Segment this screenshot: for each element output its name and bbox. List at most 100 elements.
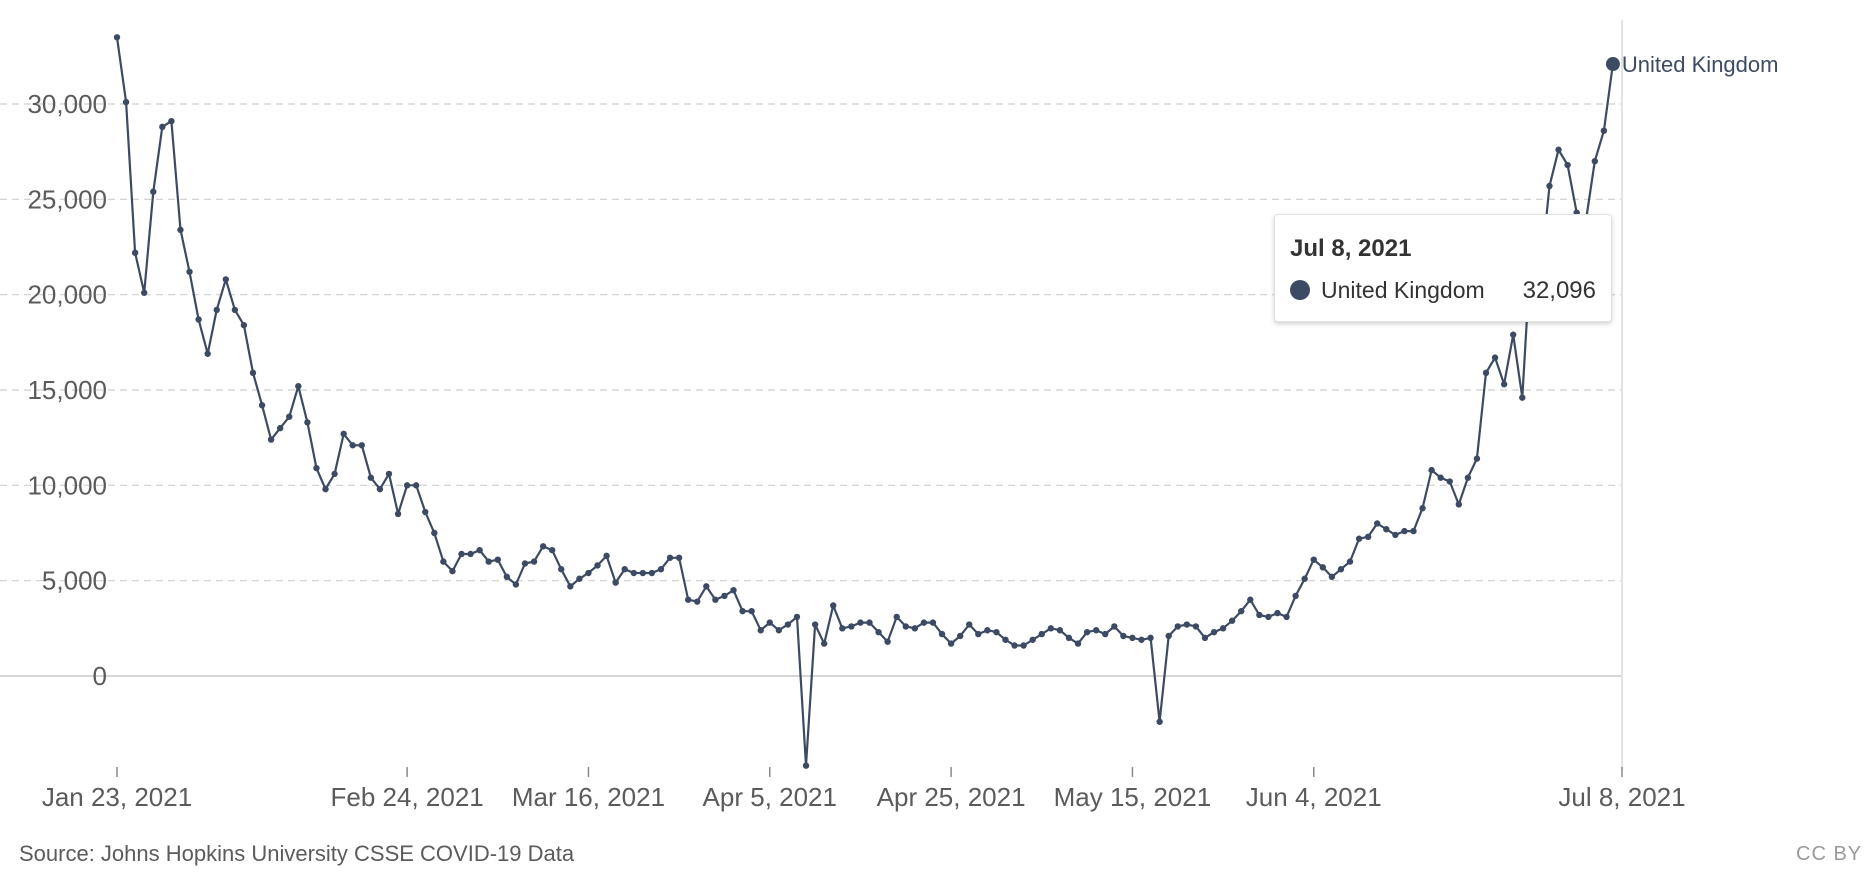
data-point[interactable]: [1355, 535, 1363, 542]
license-link[interactable]: CC BY: [1796, 843, 1863, 865]
data-point[interactable]: [857, 619, 864, 626]
data-point[interactable]: [503, 573, 511, 581]
data-point[interactable]: [739, 607, 746, 615]
data-point[interactable]: [1364, 533, 1372, 541]
data-point[interactable]: [712, 596, 719, 603]
data-point[interactable]: [1228, 617, 1236, 624]
data-point[interactable]: [539, 543, 547, 550]
data-point[interactable]: [1401, 527, 1408, 535]
data-point[interactable]: [249, 369, 257, 377]
data-point[interactable]: [113, 34, 121, 41]
data-point[interactable]: [394, 510, 402, 518]
data-point[interactable]: [1174, 623, 1181, 630]
data-point[interactable]: [449, 567, 456, 575]
data-point[interactable]: [240, 321, 248, 329]
highlighted-data-point[interactable]: [1605, 57, 1620, 72]
data-point[interactable]: [1346, 558, 1354, 565]
data-point[interactable]: [848, 623, 855, 630]
data-point[interactable]: [929, 619, 937, 626]
data-point[interactable]: [811, 621, 819, 628]
data-point[interactable]: [1374, 520, 1381, 527]
data-point[interactable]: [1129, 634, 1136, 642]
data-point[interactable]: [666, 554, 674, 561]
data-point[interactable]: [766, 619, 773, 626]
data-point[interactable]: [440, 558, 447, 565]
data-point[interactable]: [1519, 394, 1526, 401]
data-point[interactable]: [1102, 630, 1109, 638]
data-point[interactable]: [195, 316, 202, 323]
data-point[interactable]: [1437, 474, 1444, 481]
data-point[interactable]: [576, 575, 583, 582]
data-point[interactable]: [975, 630, 982, 638]
data-point[interactable]: [286, 413, 293, 420]
data-point[interactable]: [1500, 381, 1508, 388]
data-point[interactable]: [585, 569, 592, 577]
data-point[interactable]: [1328, 573, 1336, 581]
data-point[interactable]: [993, 628, 1000, 636]
data-point[interactable]: [512, 581, 520, 588]
data-point[interactable]: [775, 627, 783, 634]
data-point[interactable]: [231, 306, 239, 314]
data-point[interactable]: [1002, 636, 1009, 643]
data-point[interactable]: [204, 350, 211, 357]
data-point[interactable]: [548, 546, 556, 554]
data-point[interactable]: [412, 482, 420, 489]
data-point[interactable]: [1265, 613, 1272, 621]
data-point[interactable]: [866, 619, 873, 626]
data-point[interactable]: [340, 430, 347, 438]
data-point[interactable]: [1247, 596, 1254, 603]
data-point[interactable]: [1292, 592, 1299, 600]
data-point[interactable]: [1011, 642, 1018, 649]
data-point[interactable]: [168, 117, 175, 125]
data-point[interactable]: [313, 464, 320, 472]
data-point[interactable]: [621, 566, 628, 573]
data-point[interactable]: [1065, 634, 1073, 642]
data-point[interactable]: [1491, 354, 1499, 361]
data-point[interactable]: [694, 598, 701, 605]
data-point[interactable]: [159, 123, 166, 131]
data-point[interactable]: [1464, 474, 1472, 481]
data-point[interactable]: [938, 630, 946, 638]
data-point[interactable]: [567, 583, 574, 590]
data-point[interactable]: [1301, 575, 1308, 582]
data-point[interactable]: [684, 596, 692, 603]
data-point[interactable]: [376, 485, 384, 493]
data-point[interactable]: [1392, 531, 1399, 539]
data-point[interactable]: [1446, 478, 1453, 485]
data-point[interactable]: [793, 613, 801, 621]
data-point[interactable]: [222, 276, 229, 283]
data-point[interactable]: [358, 442, 365, 449]
data-point[interactable]: [612, 579, 619, 586]
data-point[interactable]: [186, 268, 193, 275]
data-point[interactable]: [367, 474, 375, 481]
data-point[interactable]: [1555, 146, 1562, 153]
data-point[interactable]: [1120, 632, 1127, 640]
data-point[interactable]: [657, 566, 665, 573]
data-point[interactable]: [1029, 636, 1036, 643]
data-point[interactable]: [349, 442, 356, 449]
series-united-kingdom[interactable]: [113, 34, 1620, 769]
data-point[interactable]: [1038, 630, 1045, 638]
data-point[interactable]: [177, 226, 184, 234]
data-point[interactable]: [748, 607, 755, 615]
data-point[interactable]: [1201, 634, 1209, 642]
data-point[interactable]: [1283, 613, 1290, 621]
data-point[interactable]: [258, 402, 266, 409]
data-point[interactable]: [1156, 718, 1163, 725]
data-point[interactable]: [721, 592, 728, 600]
data-point[interactable]: [1056, 627, 1064, 634]
data-point[interactable]: [1047, 625, 1055, 632]
data-point[interactable]: [1074, 640, 1082, 647]
data-point[interactable]: [494, 556, 501, 563]
data-point[interactable]: [1210, 628, 1218, 636]
data-point[interactable]: [467, 550, 474, 558]
data-point[interactable]: [966, 621, 973, 628]
data-point[interactable]: [1319, 564, 1327, 571]
data-point[interactable]: [648, 569, 656, 577]
data-point[interactable]: [558, 566, 565, 573]
data-point[interactable]: [1092, 627, 1100, 634]
data-point[interactable]: [1383, 525, 1390, 533]
data-point[interactable]: [476, 546, 483, 554]
data-point[interactable]: [322, 485, 329, 493]
data-point[interactable]: [920, 619, 928, 626]
